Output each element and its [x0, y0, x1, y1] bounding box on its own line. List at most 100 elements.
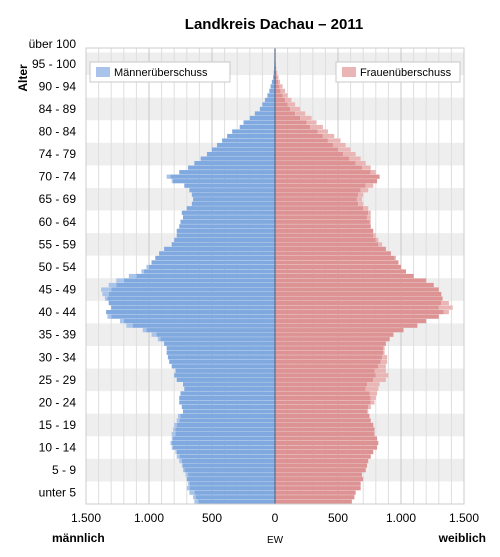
- male-bar: [143, 269, 275, 274]
- male-bar: [179, 224, 275, 229]
- male-bar: [239, 124, 275, 130]
- female-bar: [275, 477, 364, 482]
- female-bar: [275, 273, 414, 279]
- female-bar: [275, 233, 374, 238]
- male-bar: [179, 418, 275, 423]
- female-excess-bar: [358, 192, 364, 197]
- female-bar: [275, 197, 357, 202]
- male-bar: [262, 102, 275, 107]
- male-excess-bar: [177, 413, 181, 419]
- female-excess-bar: [349, 156, 361, 161]
- female-bar: [275, 486, 361, 491]
- female-bar: [275, 337, 390, 342]
- female-excess-bar: [443, 310, 449, 315]
- plot-border: [85, 47, 465, 505]
- y-tick-label: 90 - 94: [39, 79, 77, 93]
- female-bar: [275, 409, 367, 414]
- male-bar: [146, 328, 275, 333]
- female-excess-bar: [383, 350, 385, 355]
- x-tick-label: 1.000: [134, 511, 164, 525]
- female-bar: [275, 490, 356, 495]
- male-bar: [212, 147, 275, 152]
- female-bar: [275, 495, 355, 500]
- legend-label: Frauenüberschuss: [360, 67, 452, 79]
- male-bar: [171, 242, 275, 247]
- male-excess-bar: [186, 486, 190, 491]
- female-excess-bar: [317, 129, 328, 134]
- legend-item-female-excess: Frauenüberschuss: [335, 61, 461, 83]
- male-bar: [169, 359, 275, 364]
- y-tick-label: 80 - 84: [39, 125, 77, 139]
- male-bar: [227, 133, 275, 139]
- female-bar: [275, 174, 380, 179]
- male-excess-bar: [183, 468, 185, 473]
- male-bar: [166, 346, 275, 351]
- female-excess-bar: [338, 147, 351, 152]
- y-tick-label: unter 5: [39, 486, 77, 500]
- female-bar: [275, 201, 359, 206]
- female-excess-bar: [366, 409, 369, 414]
- male-bar: [166, 350, 275, 355]
- male-bar: [188, 165, 275, 170]
- male-bar: [136, 273, 275, 279]
- male-bar: [107, 296, 275, 301]
- female-bar: [275, 165, 362, 170]
- female-excess-bar: [368, 404, 371, 410]
- y-axis-ticks: unter 5 5 - 9 10 - 14 15 - 19 20 - 24 25 - 29…: [29, 37, 77, 500]
- female-excess-bar: [365, 183, 374, 188]
- male-bar: [200, 156, 275, 161]
- male-bar: [111, 305, 275, 310]
- male-bar: [189, 486, 275, 491]
- male-excess-bar: [171, 431, 176, 437]
- female-bar: [275, 341, 386, 346]
- male-bar: [267, 93, 275, 98]
- male-excess-bar: [101, 287, 112, 292]
- female-excess-bar: [374, 368, 386, 373]
- male-axis-label: männlich: [52, 531, 105, 545]
- female-bar: [275, 291, 442, 297]
- female-excess-bar: [278, 79, 281, 84]
- female-excess-bar: [310, 124, 323, 130]
- female-bar: [275, 246, 386, 252]
- x-tick-label: 1.500: [449, 511, 479, 525]
- female-excess-bar: [378, 364, 386, 369]
- female-bar: [275, 278, 427, 283]
- male-bar: [172, 436, 275, 441]
- female-bar: [275, 161, 356, 166]
- female-bar: [275, 454, 371, 459]
- female-bar: [275, 386, 366, 391]
- male-bar: [181, 404, 275, 410]
- y-tick-label: 95 - 100: [32, 57, 76, 71]
- female-excess-bar: [366, 382, 380, 387]
- y-tick-label: 10 - 14: [39, 441, 77, 455]
- male-excess-bar: [102, 291, 109, 297]
- male-bar: [179, 170, 275, 175]
- male-excess-bar: [107, 314, 112, 319]
- x-tick-label: 500: [328, 511, 348, 525]
- female-bar: [275, 224, 371, 229]
- female-excess-bar: [279, 84, 283, 89]
- female-bar: [275, 310, 444, 315]
- male-bar: [108, 300, 276, 306]
- female-excess-bar: [363, 206, 369, 211]
- female-excess-bar: [441, 300, 449, 306]
- female-bar: [275, 422, 374, 428]
- male-bar: [254, 111, 275, 116]
- male-bar: [270, 84, 275, 89]
- female-bar: [275, 133, 323, 139]
- male-bar: [186, 477, 275, 482]
- male-bar: [259, 106, 275, 112]
- female-bar: [275, 129, 318, 134]
- male-excess-bar: [128, 273, 137, 279]
- male-bar: [184, 183, 275, 188]
- female-excess-bar: [306, 120, 317, 125]
- female-bar: [275, 391, 370, 396]
- female-bar: [275, 282, 434, 288]
- y-tick-label: 50 - 54: [39, 260, 77, 274]
- male-bar: [179, 454, 275, 459]
- female-bar: [275, 431, 375, 437]
- male-excess-bar: [126, 323, 133, 328]
- male-excess-bar: [181, 463, 184, 468]
- female-bar: [275, 355, 383, 360]
- male-bar: [193, 197, 275, 202]
